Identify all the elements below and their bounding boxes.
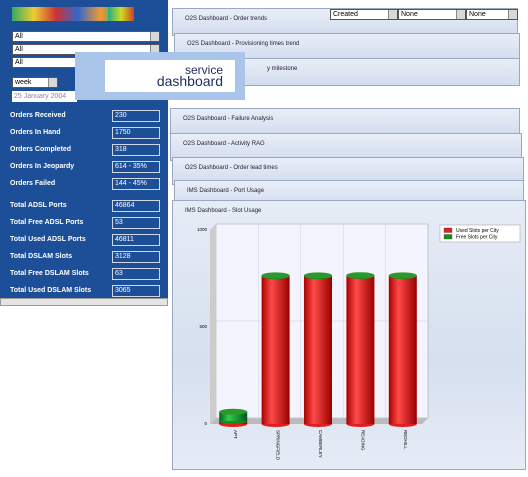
bar <box>346 275 375 424</box>
metric-value: 46811 <box>112 234 160 246</box>
metric-value: 53 <box>112 217 160 229</box>
panel-title: O2S Dashboard - Order trends <box>185 16 268 22</box>
metric-label: Orders Received <box>10 112 66 119</box>
panel-title: IMS Dashboard - Slot Usage <box>185 208 262 214</box>
filter-select[interactable]: None <box>398 9 466 20</box>
bar-top <box>219 408 248 415</box>
toolbar-icons[interactable] <box>12 7 122 21</box>
metric-label: Total Used ADSL Ports <box>10 236 86 243</box>
select[interactable]: All <box>12 31 160 42</box>
y-tick-label: 1000 <box>197 227 208 232</box>
scrollbar[interactable] <box>0 298 168 306</box>
metric-label: Total DSLAM Slots <box>10 253 73 260</box>
panel-title: O2S Dashboard - Provisioning times trend <box>187 41 300 47</box>
toolbar-icon[interactable] <box>108 7 134 21</box>
metric-value: 318 <box>112 144 160 156</box>
metric-label: Orders Completed <box>10 146 72 153</box>
filter-select[interactable]: Created <box>330 9 398 20</box>
logo: service dashboard <box>75 52 245 100</box>
metric-value: 46864 <box>112 200 160 212</box>
bar <box>219 411 248 422</box>
legend-label: Free Slots per City <box>456 235 498 241</box>
panel-title: O2S Dashboard - Failure Analysis <box>183 116 274 122</box>
x-tick-label: SPRINGFIELD <box>276 430 281 461</box>
metric-value: 3065 <box>112 285 160 297</box>
chart: 0 500 1000 APT SPRINGFIELD CAMBERLEY READING RE… <box>197 223 521 461</box>
panel-title: O2S Dashboard - Order lead times <box>185 165 278 171</box>
panel: O2S Dashboard - Failure Analysis <box>170 108 520 136</box>
x-tick-label: READING <box>360 430 365 451</box>
panel-title: y milestone <box>267 66 298 72</box>
x-tick-label: CAMBERLEY <box>318 430 323 458</box>
bar-top <box>261 272 290 279</box>
metric-value: 230 <box>112 110 160 122</box>
legend-swatch <box>443 234 453 240</box>
panel: O2S Dashboard - Activity RAG <box>170 133 522 161</box>
logo-line: dashboard <box>156 73 223 89</box>
metric-label: Total ADSL Ports <box>10 202 67 209</box>
sidebar: All All All week 25 January 2004 Orders Recei… <box>0 0 168 306</box>
bar-top <box>346 272 375 279</box>
bar <box>388 275 417 424</box>
x-tick-label: REDHILL <box>403 430 408 450</box>
metric-label: Orders In Hand <box>10 129 61 136</box>
metric-label: Total Used DSLAM Slots <box>10 287 92 294</box>
metric-label: Total Free DSLAM Slots <box>10 270 89 277</box>
metric-value: 1750 <box>112 127 160 139</box>
y-tick-label: 500 <box>199 324 207 329</box>
metric-value: 63 <box>112 268 160 280</box>
metric-value: 3128 <box>112 251 160 263</box>
metric-value: 614 - 35% <box>112 161 160 173</box>
panel-title: O2S Dashboard - Activity RAG <box>183 141 265 147</box>
legend-swatch <box>443 227 453 233</box>
metric-value: 144 - 45% <box>112 178 160 190</box>
period-select[interactable]: week <box>12 77 58 88</box>
legend-label: Used Slots per City <box>456 228 499 234</box>
legend <box>439 224 521 243</box>
metric-label: Total Free ADSL Ports <box>10 219 84 226</box>
bar <box>261 276 290 424</box>
logo-line: service <box>184 63 223 77</box>
panel-title: IMS Dashboard - Port Usage <box>187 188 265 194</box>
bar-top <box>388 272 417 279</box>
bar <box>304 276 332 424</box>
filter-select[interactable]: None <box>466 9 518 20</box>
x-tick-label: APT <box>233 430 238 439</box>
metric-label: Orders In Jeopardy <box>10 163 75 170</box>
date-field[interactable]: 25 January 2004 <box>12 91 77 102</box>
metric-label: Orders Failed <box>10 180 56 187</box>
bar-top <box>304 272 332 279</box>
y-tick-label: 0 <box>204 421 207 426</box>
plot-side <box>210 224 216 424</box>
